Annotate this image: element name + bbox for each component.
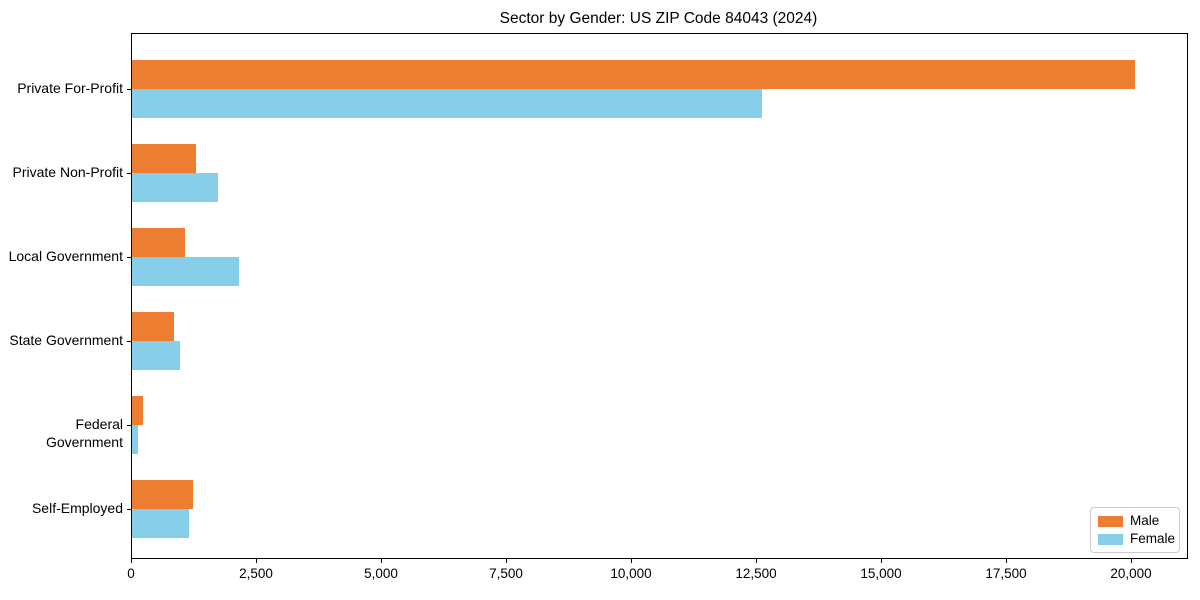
y-tick-label-local-government: Local Government: [8, 248, 123, 264]
bar-female-federal-government: [132, 425, 138, 454]
y-tick-label-private-for-profit: Private For-Profit: [17, 80, 123, 96]
bar-female-private-non-profit: [132, 173, 218, 202]
x-tick-label-0: 0: [127, 566, 135, 581]
x-tick-mark: [631, 559, 632, 563]
x-tick-label-12500: 12,500: [735, 566, 777, 581]
x-tick-mark: [1131, 559, 1132, 563]
x-tick-mark: [256, 559, 257, 563]
y-tick-label-federal-government: Federal Government: [45, 416, 123, 450]
x-tick-label-17500: 17,500: [985, 566, 1027, 581]
bar-female-private-for-profit: [132, 89, 762, 118]
x-tick-mark: [1006, 559, 1007, 563]
x-tick-mark: [131, 559, 132, 563]
male-swatch-icon: [1098, 515, 1123, 527]
y-tick-mark: [127, 257, 131, 258]
x-tick-label-2500: 2,500: [239, 566, 273, 581]
x-tick-label-5000: 5,000: [364, 566, 398, 581]
y-tick-mark: [127, 89, 131, 90]
y-tick-mark: [127, 509, 131, 510]
x-tick-mark: [506, 559, 507, 563]
legend-entry-male: Male: [1098, 514, 1171, 528]
x-tick-label-20000: 20,000: [1110, 566, 1152, 581]
legend-entry-female: Female: [1098, 532, 1175, 546]
y-tick-mark: [127, 341, 131, 342]
x-tick-mark: [756, 559, 757, 563]
legend-label-female: Female: [1130, 531, 1176, 546]
bar-male-private-for-profit: [132, 60, 1135, 89]
x-tick-label-15000: 15,000: [860, 566, 902, 581]
x-tick-label-10000: 10,000: [610, 566, 652, 581]
y-tick-label-self-employed: Self-Employed: [31, 500, 123, 516]
y-tick-label-private-non-profit: Private Non-Profit: [12, 164, 123, 180]
bar-male-self-employed: [132, 480, 193, 509]
bar-male-state-government: [132, 312, 174, 341]
legend-label-male: Male: [1130, 513, 1160, 528]
y-tick-mark: [127, 425, 131, 426]
bar-female-local-government: [132, 257, 239, 286]
bar-male-local-government: [132, 228, 185, 257]
legend: Male Female: [1090, 507, 1180, 553]
x-tick-mark: [381, 559, 382, 563]
y-tick-label-state-government: State Government: [9, 332, 123, 348]
y-tick-mark: [127, 173, 131, 174]
plot-area: Male Female: [127, 33, 1188, 559]
bar-male-federal-government: [132, 396, 143, 425]
x-tick-mark: [881, 559, 882, 563]
bar-female-self-employed: [132, 509, 189, 538]
female-swatch-icon: [1098, 533, 1123, 545]
bar-female-state-government: [132, 341, 180, 370]
bar-male-private-non-profit: [132, 144, 196, 173]
x-tick-label-7500: 7,500: [489, 566, 523, 581]
chart-title: Sector by Gender: US ZIP Code 84043 (202…: [499, 10, 818, 27]
